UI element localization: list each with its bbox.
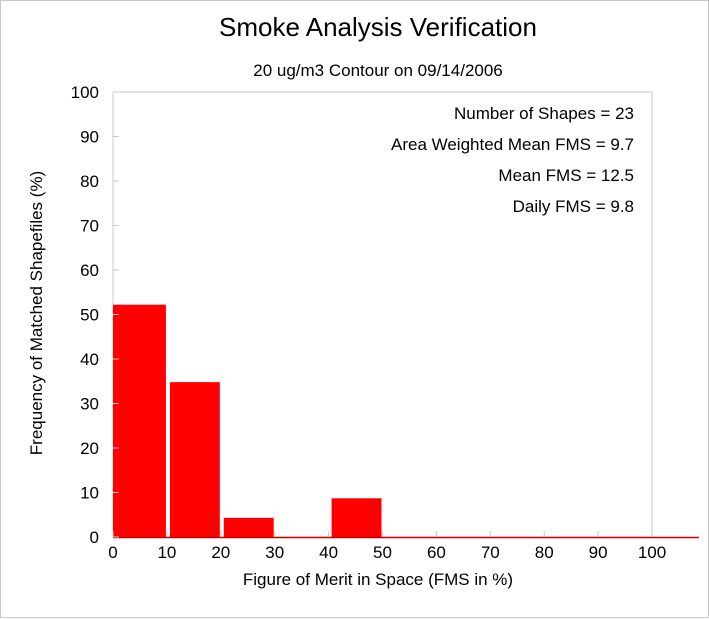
x-tick-label: 50 xyxy=(373,543,392,562)
y-tick-labels: 0 10 20 30 40 50 60 70 80 90 100 xyxy=(71,83,119,547)
y-tick-label: 40 xyxy=(80,350,99,369)
x-tick-label: 60 xyxy=(427,543,446,562)
y-tick-label: 100 xyxy=(71,83,99,102)
y-tick-label: 60 xyxy=(80,261,99,280)
stat-annotation: Mean FMS = 12.5 xyxy=(498,166,634,185)
histogram-bar-10-20 xyxy=(169,382,220,537)
x-tick-label: 30 xyxy=(265,543,284,562)
histogram-bar-20-30 xyxy=(223,517,274,537)
y-tick-label: 20 xyxy=(80,439,99,458)
bar-group xyxy=(113,304,382,537)
stats-annotations: Number of Shapes = 23 Area Weighted Mean … xyxy=(391,104,634,216)
y-tick-label: 50 xyxy=(80,306,99,325)
stat-annotation: Area Weighted Mean FMS = 9.7 xyxy=(391,135,634,154)
y-tick-label: 30 xyxy=(80,395,99,414)
histogram-bar-40-50 xyxy=(331,498,382,537)
x-tick-labels: 0 10 20 30 40 50 60 70 80 90 100 xyxy=(108,531,666,562)
x-tick-label: 0 xyxy=(108,543,117,562)
x-tick-label: 70 xyxy=(481,543,500,562)
x-tick-label: 10 xyxy=(157,543,176,562)
y-tick-label: 90 xyxy=(80,128,99,147)
stat-annotation: Daily FMS = 9.8 xyxy=(513,197,634,216)
x-tick-label: 40 xyxy=(319,543,338,562)
stat-annotation: Number of Shapes = 23 xyxy=(454,104,634,123)
y-tick-label: 70 xyxy=(80,217,99,236)
y-tick-label: 10 xyxy=(80,484,99,503)
x-tick-label: 100 xyxy=(638,543,666,562)
x-tick-label: 20 xyxy=(211,543,230,562)
x-tick-label: 90 xyxy=(589,543,608,562)
y-tick-label: 80 xyxy=(80,172,99,191)
y-axis-label: Frequency of Matched Shapefiles (%) xyxy=(27,171,46,455)
histogram-bar-0-10 xyxy=(113,304,166,537)
x-tick-label: 80 xyxy=(535,543,554,562)
y-tick-label: 0 xyxy=(90,528,99,547)
x-axis-label: Figure of Merit in Space (FMS in %) xyxy=(243,570,513,589)
chart-title: Smoke Analysis Verification xyxy=(219,12,537,42)
chart-subtitle: 20 ug/m3 Contour on 09/14/2006 xyxy=(253,61,503,80)
